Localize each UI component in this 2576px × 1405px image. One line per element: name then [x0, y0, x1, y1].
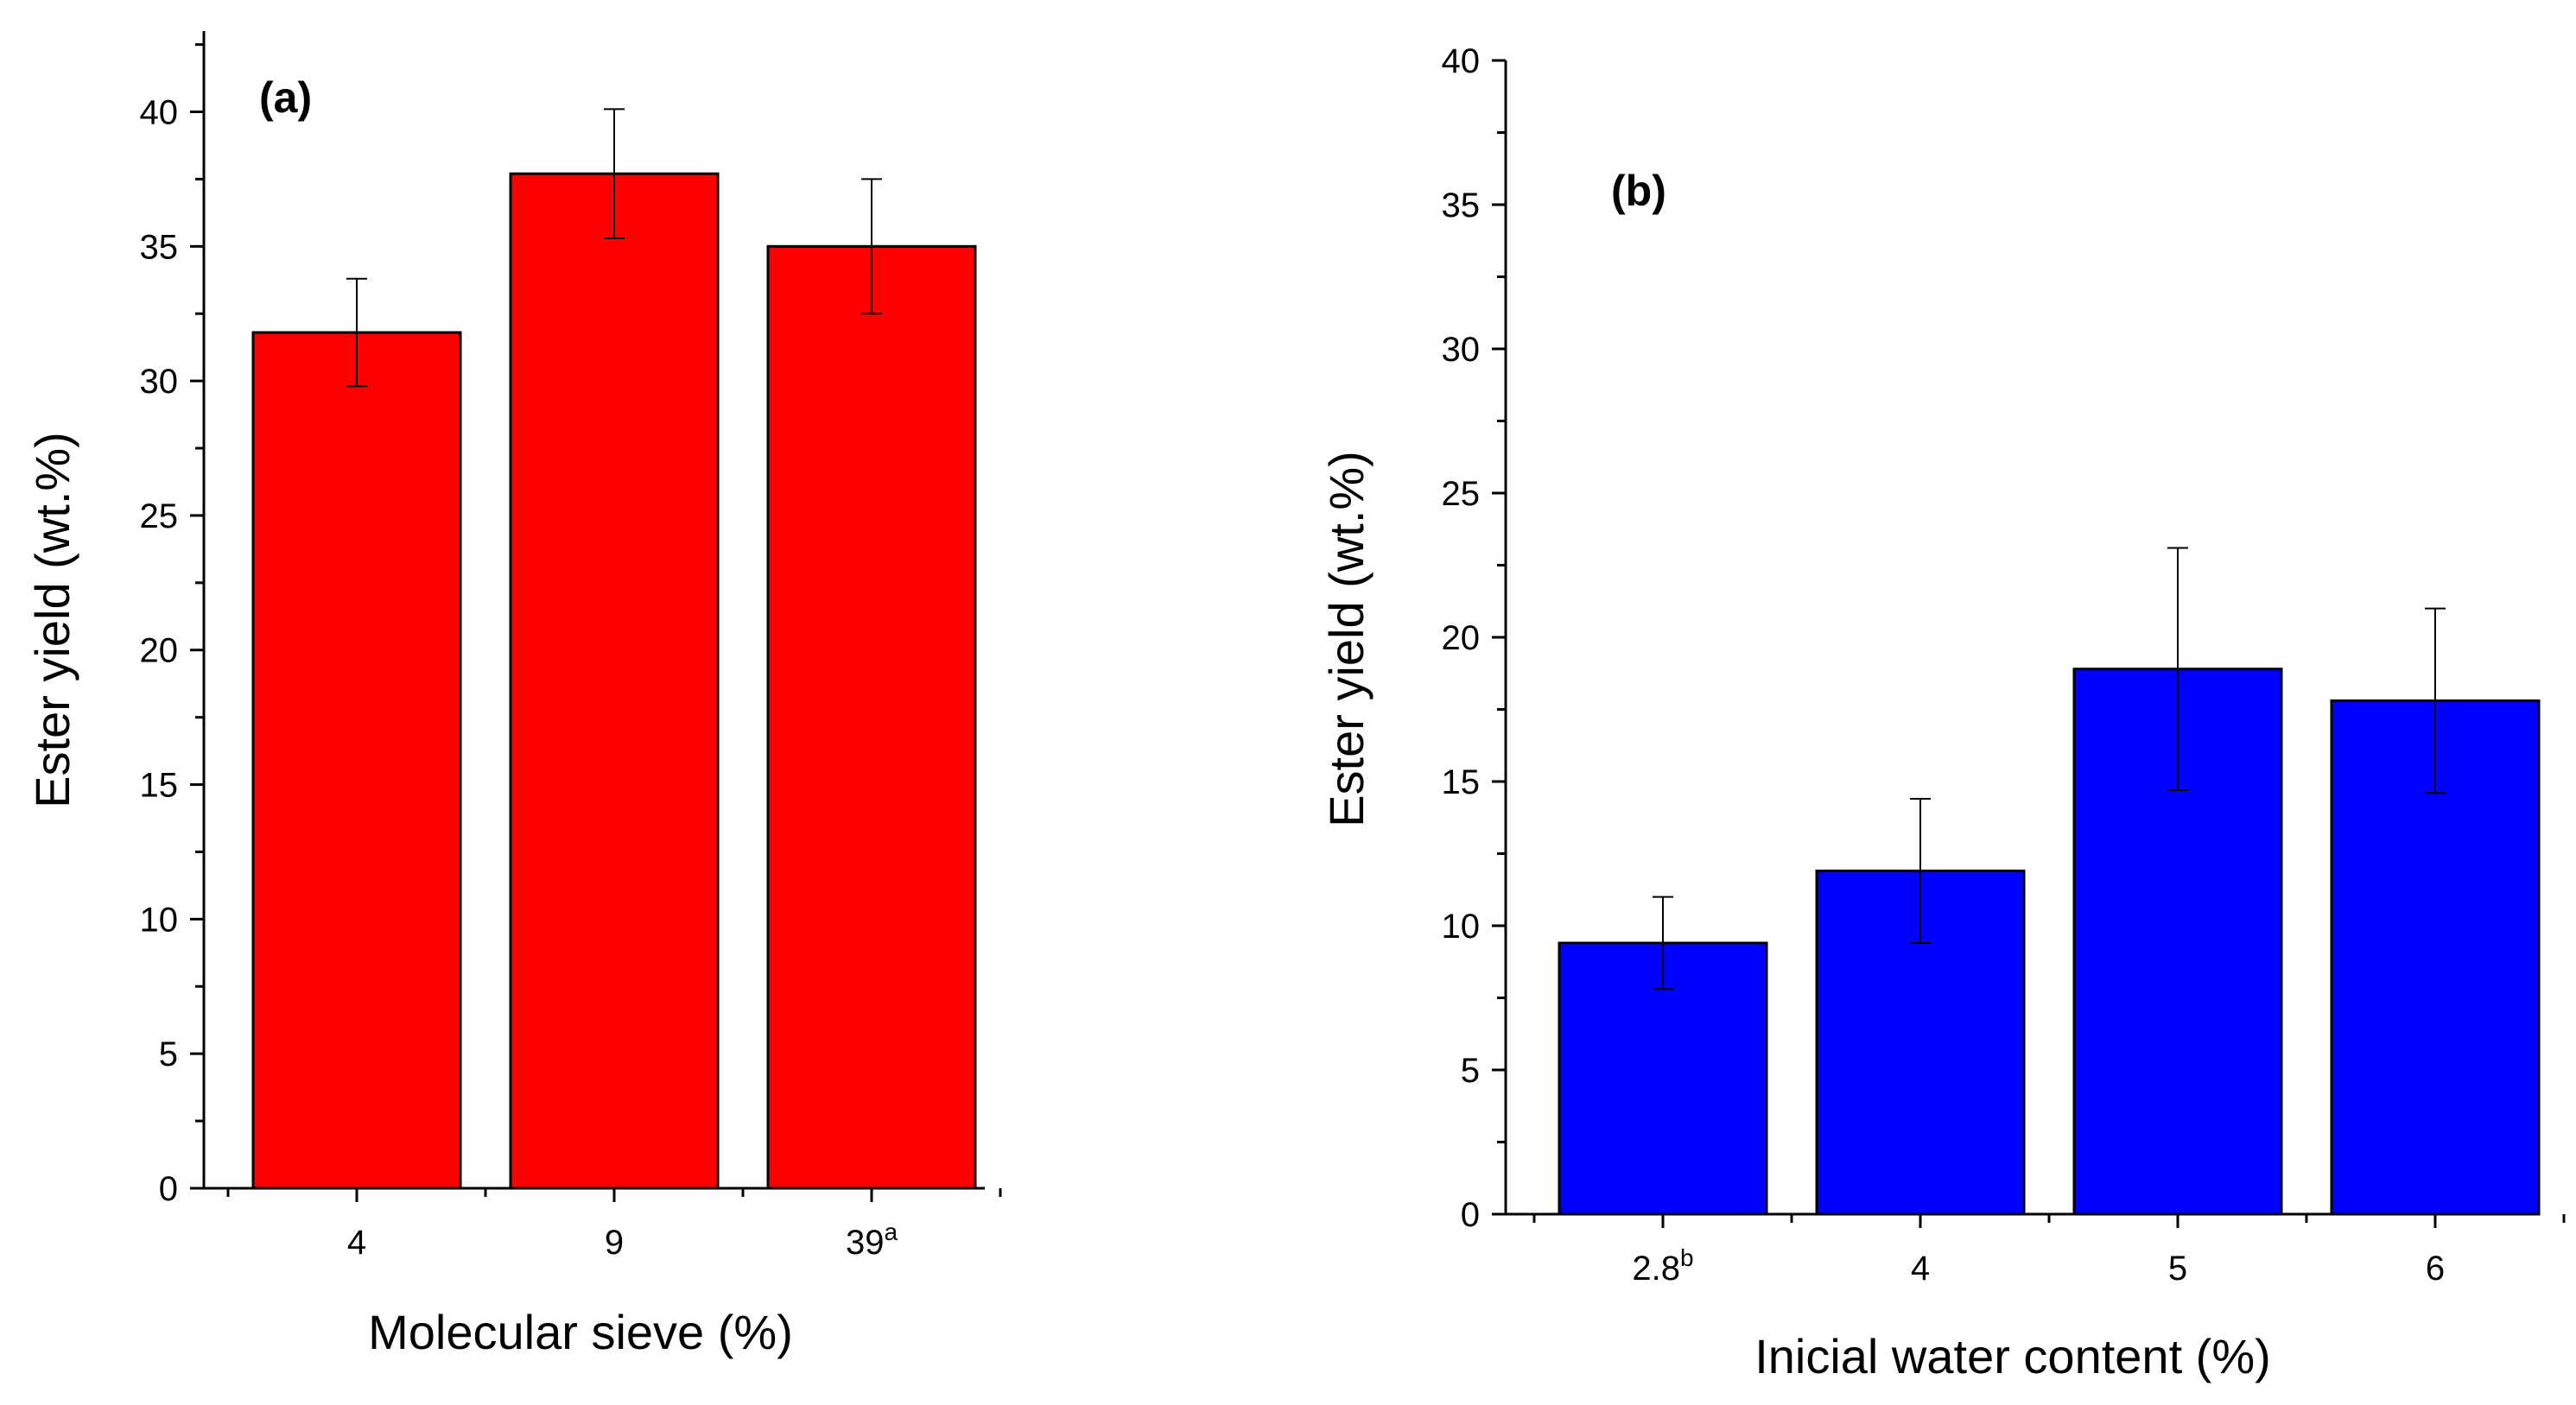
y-tick-label-a: 25	[140, 497, 179, 535]
x-axis-title-a: Molecular sieve (%)	[368, 1305, 793, 1359]
x-tick-superscript: b	[1680, 1244, 1694, 1271]
error-bar-a-2	[604, 108, 625, 239]
y-tick-label-b: 20	[1442, 619, 1481, 657]
x-tick-superscript: a	[884, 1218, 898, 1245]
error-bar-a-1	[346, 277, 367, 388]
y-tick-label-b: 30	[1442, 331, 1481, 369]
y-tick-label-b: 25	[1442, 475, 1481, 513]
y-tick-label-b: 35	[1442, 187, 1481, 225]
y-tick-label-a: 20	[140, 632, 179, 670]
y-tick-label-a: 10	[140, 901, 179, 939]
y-tick-label-b: 10	[1442, 908, 1481, 946]
error-bar-a-3	[861, 178, 882, 315]
x-tick-label-a-2: 9	[605, 1224, 624, 1262]
error-bar-b-1	[1653, 896, 1673, 990]
error-bar-b-4	[2425, 607, 2446, 794]
y-tick-label-b: 15	[1442, 763, 1481, 801]
y-tick-label-a: 30	[140, 363, 179, 401]
bar-a-3	[766, 244, 977, 1190]
x-tick-label-b-2: 4	[1911, 1250, 1930, 1288]
panel-label-b: (b)	[1611, 167, 1666, 215]
x-tick-label-b-4: 6	[2426, 1250, 2445, 1288]
y-tick-label-a: 40	[140, 93, 179, 131]
x-tick-label-b-1: 2.8b	[1632, 1244, 1693, 1288]
panel-label-a: (a)	[259, 73, 312, 122]
chart-panel-a: (a) Molecular sieve (%) Ester yield (wt.…	[25, 31, 1002, 1359]
bar-a-1	[251, 331, 462, 1190]
y-tick-label-b: 0	[1461, 1196, 1480, 1234]
y-tick-label-b: 5	[1461, 1052, 1480, 1090]
error-bar-b-3	[2167, 547, 2188, 792]
y-tick-label-b: 40	[1442, 42, 1481, 80]
y-tick-label-a: 15	[140, 767, 179, 805]
y-axis-title-a: Ester yield (wt.%)	[25, 432, 79, 808]
y-tick-label-a: 35	[140, 228, 179, 266]
bar-a-2	[509, 172, 720, 1190]
chart-panel-b: (b) Inicial water content (%) Ester yiel…	[1319, 42, 2566, 1383]
x-axis-title-b: Inicial water content (%)	[1754, 1329, 2271, 1383]
y-tick-label-a: 0	[159, 1170, 178, 1208]
error-bar-b-2	[1910, 798, 1931, 945]
y-tick-label-a: 5	[159, 1035, 178, 1073]
x-tick-label-a-3: 39a	[846, 1218, 898, 1262]
x-tick-label-a-1: 4	[347, 1224, 366, 1262]
y-axis-title-b: Ester yield (wt.%)	[1319, 451, 1374, 827]
x-tick-label-b-3: 5	[2168, 1250, 2187, 1288]
